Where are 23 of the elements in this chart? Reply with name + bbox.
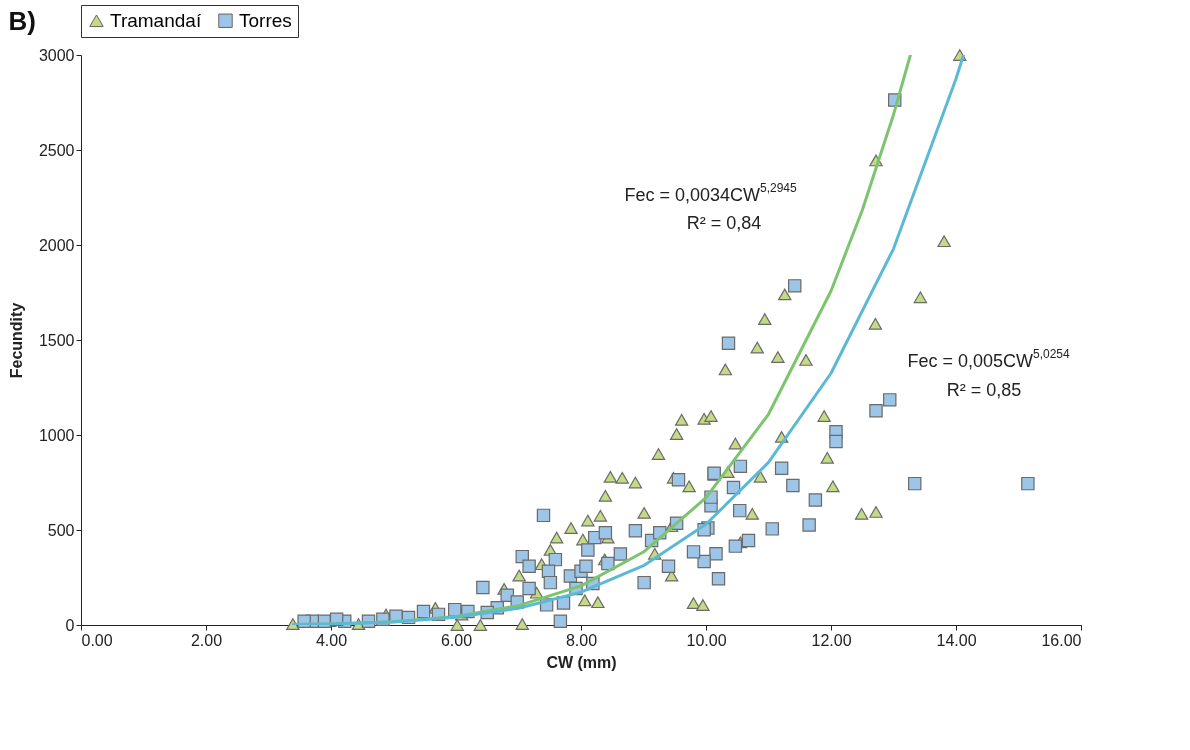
x-tick-label: 2.00 [190,631,223,649]
y-tick-label: 2000 [38,236,75,254]
annotation: R² = 0,84 [686,213,762,233]
x-tick-label: 4.00 [315,631,348,649]
y-axis-title: Fecundity [7,302,25,379]
chart-title: B) [8,5,36,36]
y-tick-label: 0 [65,616,75,634]
y-tick-label: 3000 [38,46,75,64]
annotation: R² = 0,85 [946,380,1022,400]
y-tick-label: 500 [47,521,75,539]
x-tick-label: 14.00 [936,631,977,649]
x-tick-label: 10.00 [686,631,727,649]
legend-label: Tramandaí [110,9,202,31]
y-tick-label: 1000 [38,426,75,444]
x-tick-label: 12.00 [811,631,852,649]
x-tick-label: 16.00 [1041,631,1082,649]
x-tick-label: 8.00 [565,631,598,649]
y-tick-label: 2500 [38,141,75,159]
x-tick-label: 0.00 [81,631,113,649]
x-tick-label: 6.00 [440,631,473,649]
y-tick-label: 1500 [38,331,75,349]
x-axis-title: CW (mm) [546,653,617,671]
legend-label: Torres [239,9,292,31]
